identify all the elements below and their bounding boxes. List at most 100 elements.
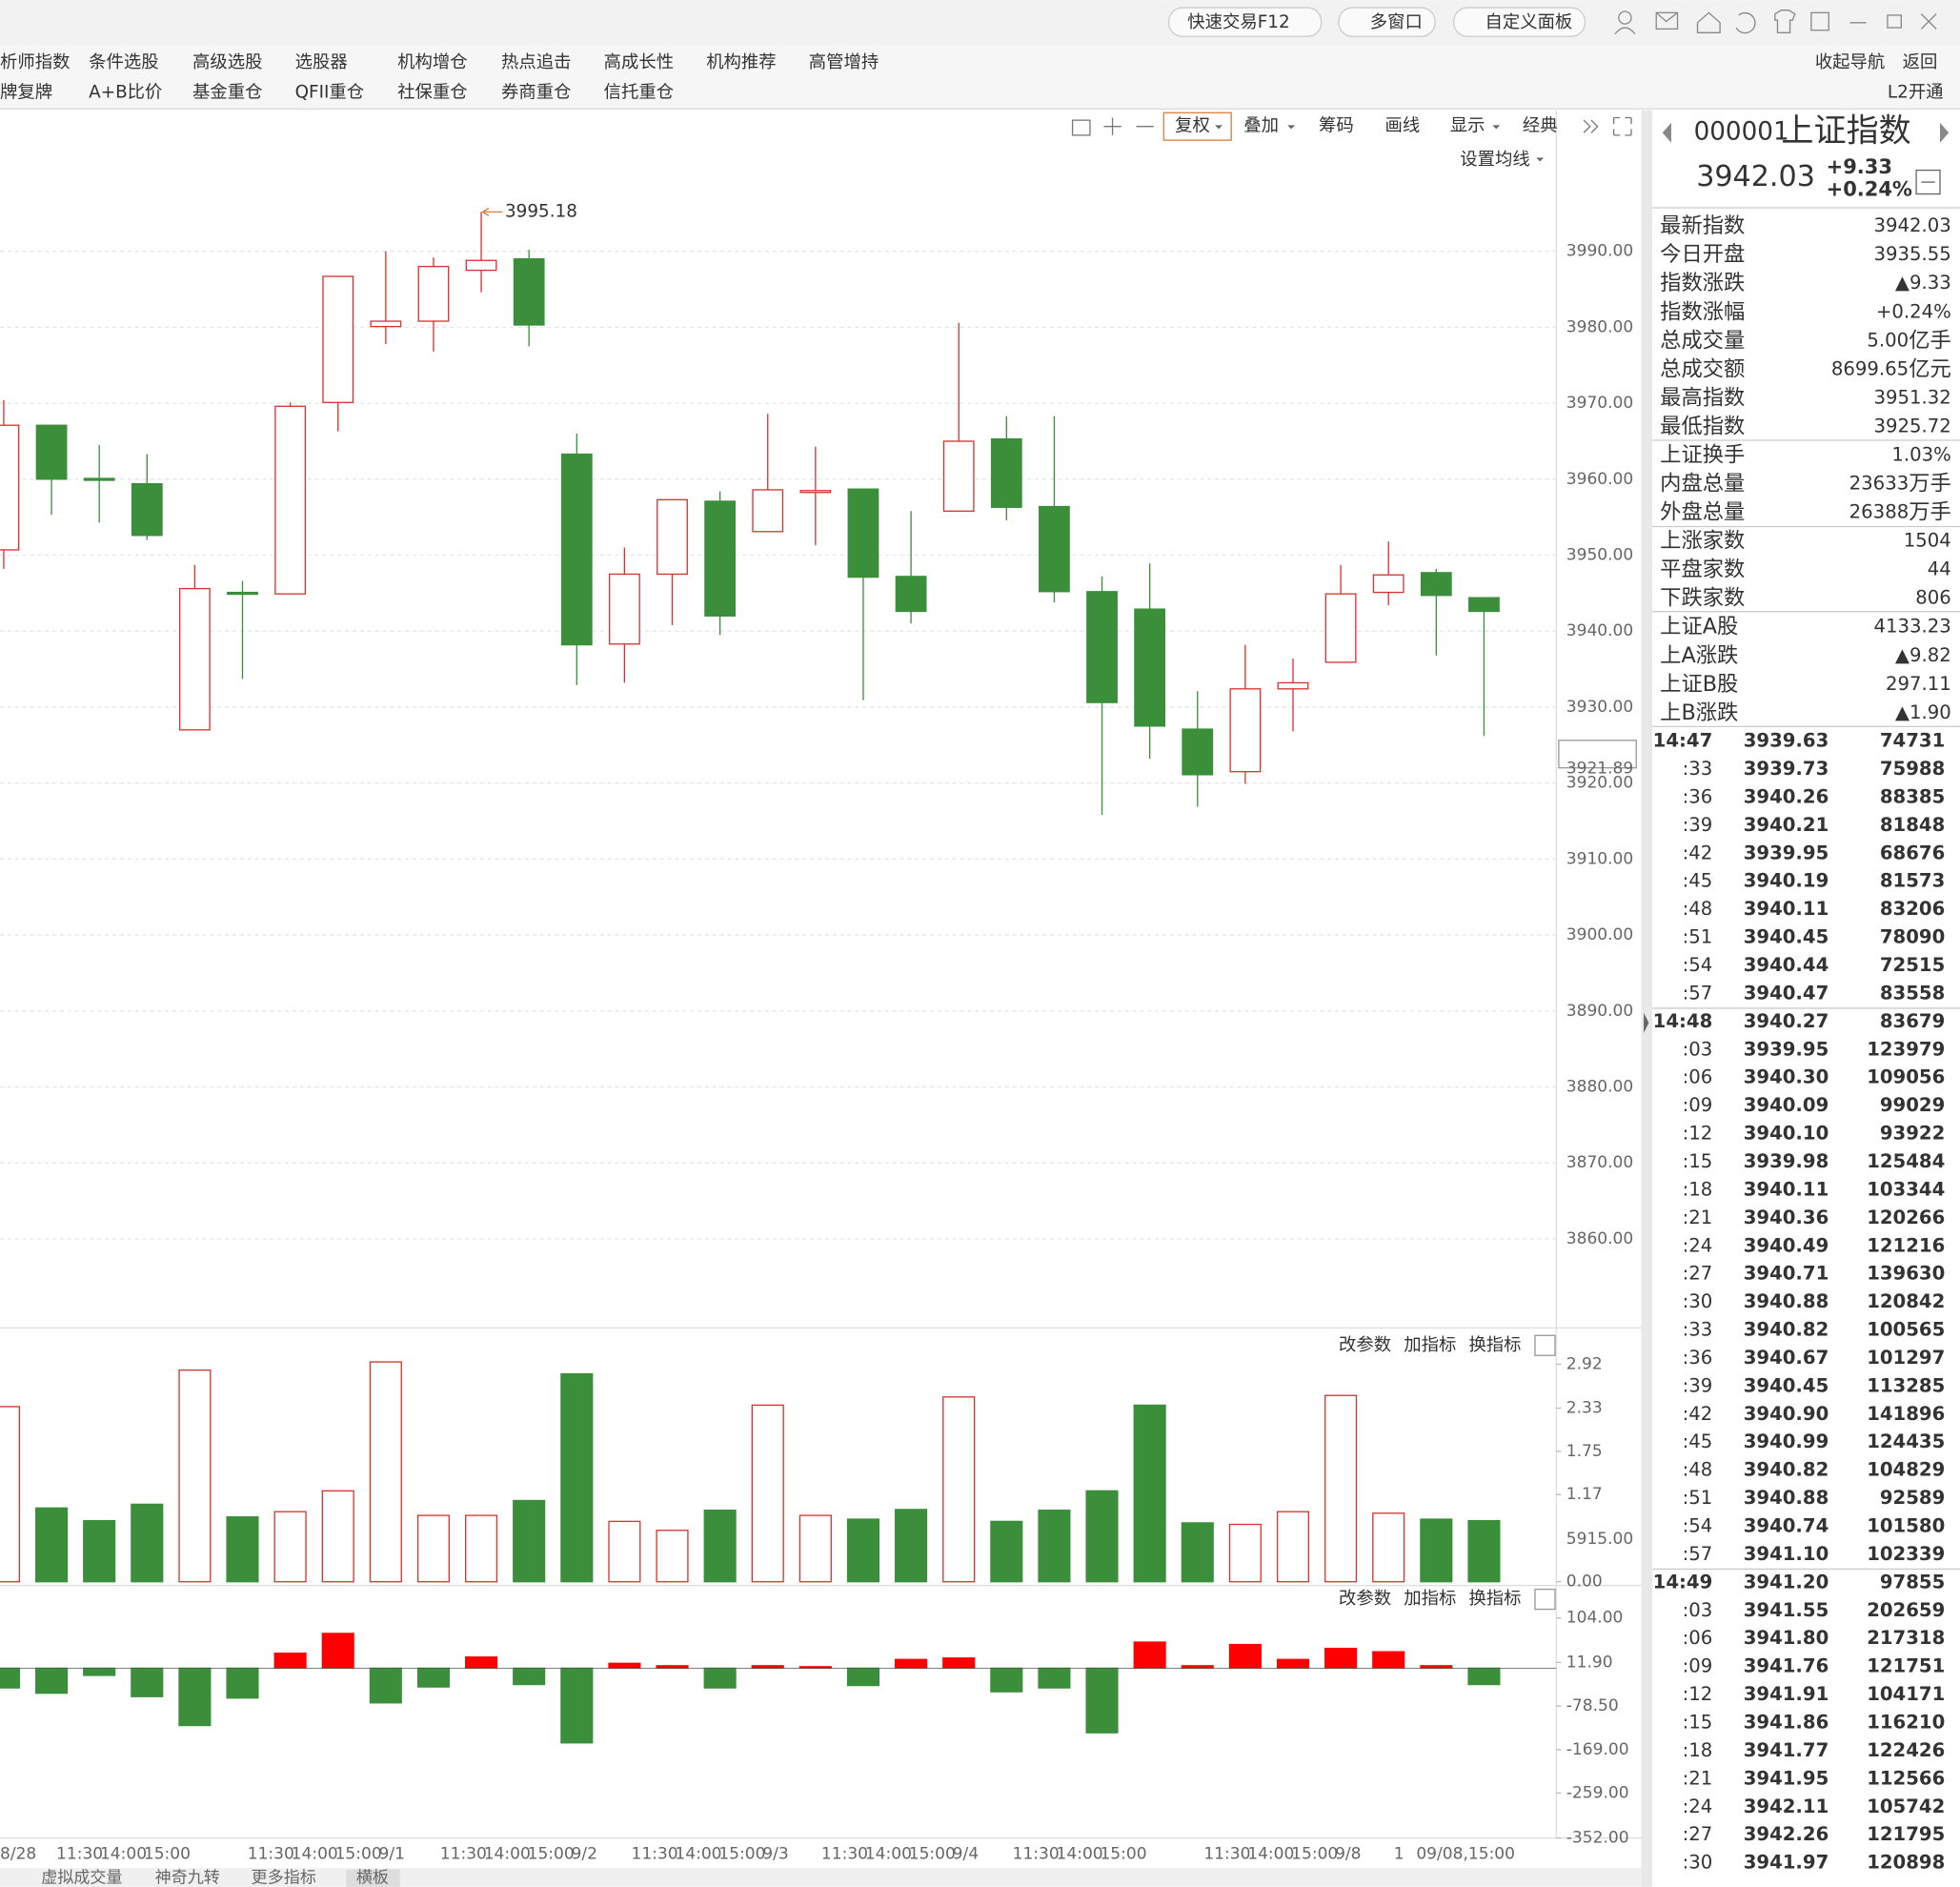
y-tick-label: 0.00 <box>1566 1572 1603 1592</box>
nav-link[interactable]: 机构增仓 <box>397 52 467 72</box>
y-tick-label: -259.00 <box>1566 1783 1629 1802</box>
quote-value: 1.03% <box>1891 443 1950 465</box>
tool-button[interactable]: 画线 <box>1385 116 1421 136</box>
nav-link[interactable]: 高级选股 <box>192 52 262 72</box>
nav-link[interactable]: QFII重仓 <box>295 82 365 102</box>
quote-unit: 万手 <box>1909 472 1951 497</box>
button-frame[interactable] <box>1453 7 1586 37</box>
nav-link[interactable]: 析师指数 <box>0 52 70 72</box>
nav-link[interactable]: 信托重仓 <box>604 82 674 102</box>
nav-link[interactable]: 条件选股 <box>89 52 158 72</box>
x-tick-label: 15:00 <box>528 1845 575 1864</box>
tick-volume: 105742 <box>1867 1796 1945 1817</box>
indicator-tool[interactable]: 改参数 <box>1339 1589 1391 1609</box>
nav-link[interactable]: 收起导航 <box>1815 52 1885 72</box>
indicator-tool[interactable]: 改参数 <box>1339 1335 1391 1355</box>
tool-button[interactable]: 复权 <box>1175 116 1210 136</box>
y-tick-label: 2.92 <box>1566 1354 1603 1373</box>
tool-button[interactable]: 叠加 <box>1243 116 1279 136</box>
nav-link[interactable]: 机构推荐 <box>706 52 776 72</box>
tick-volume: 121795 <box>1867 1823 1945 1845</box>
x-tick-label: 11:30 <box>440 1845 487 1864</box>
candle-body <box>942 440 975 512</box>
quote-value: 26388 <box>1849 501 1909 523</box>
tick-time: :09 <box>1683 1094 1713 1116</box>
bar <box>846 1667 880 1687</box>
tick-price: 3940.11 <box>1744 1178 1829 1200</box>
nav-link[interactable]: 券商重仓 <box>501 82 571 102</box>
tick-time: :36 <box>1683 785 1713 807</box>
button-label[interactable]: 多窗口 <box>1370 12 1423 32</box>
close-box[interactable] <box>1534 1588 1556 1611</box>
indicator-tool[interactable]: 加指标 <box>1404 1335 1456 1355</box>
button-frame[interactable] <box>1167 7 1323 37</box>
indicator-tool[interactable]: 换指标 <box>1468 1589 1521 1609</box>
tick-volume: 72515 <box>1880 954 1945 976</box>
tick-volume: 123979 <box>1867 1038 1945 1060</box>
candle-body <box>895 576 927 613</box>
button-frame[interactable] <box>1338 7 1436 37</box>
nav-link[interactable]: 牌复牌 <box>0 82 52 102</box>
tick-volume: 121751 <box>1867 1655 1945 1677</box>
max-arrow <box>482 207 503 216</box>
nav-link[interactable]: 社保重仓 <box>397 82 467 102</box>
tick-volume: 113285 <box>1867 1374 1945 1396</box>
bottom-tab[interactable]: 虚拟成交量 <box>41 1869 122 1887</box>
tick-price: 3940.90 <box>1744 1403 1829 1425</box>
indicator-tool[interactable]: 加指标 <box>1404 1589 1456 1609</box>
tick-time: :54 <box>1683 1515 1713 1537</box>
candle-body <box>322 275 354 403</box>
tick-volume: 100565 <box>1867 1319 1945 1341</box>
nav-link[interactable]: 高管增持 <box>809 52 879 72</box>
candle-body <box>799 490 832 494</box>
collapse-box[interactable] <box>1915 169 1941 195</box>
ma-setting[interactable]: 设置均线 <box>1460 150 1529 170</box>
nav-link[interactable]: 返回 <box>1903 52 1938 72</box>
tick-time: :57 <box>1683 1543 1713 1565</box>
tick-price: 3940.45 <box>1744 926 1829 948</box>
tick-time: :39 <box>1683 814 1713 836</box>
tick-time: :18 <box>1683 1178 1713 1200</box>
candle-body <box>35 424 68 480</box>
dropdown-arrow <box>1215 125 1223 130</box>
bar <box>513 1667 546 1686</box>
quote-value: 44 <box>1928 558 1951 580</box>
nav-link[interactable]: 高成长性 <box>604 52 674 72</box>
tool-button[interactable]: 显示 <box>1450 116 1485 136</box>
tick-volume: 104171 <box>1867 1683 1945 1705</box>
bar <box>369 1361 402 1583</box>
bar <box>656 1530 689 1583</box>
nav-link[interactable]: 选股器 <box>295 52 348 72</box>
indicator-tool[interactable]: 换指标 <box>1468 1335 1521 1355</box>
button-label[interactable]: 快速交易F12 <box>1187 12 1289 32</box>
nav-link[interactable]: L2开通 <box>1888 82 1944 102</box>
quote-label: 上证换手 <box>1660 442 1745 467</box>
bar <box>703 1509 737 1583</box>
button-label[interactable]: 自定义面板 <box>1485 12 1572 32</box>
bar <box>321 1490 354 1583</box>
bar <box>513 1499 546 1583</box>
active-tab[interactable] <box>346 1869 400 1887</box>
close-box[interactable] <box>1534 1334 1556 1356</box>
quote-label: 上涨家数 <box>1660 529 1745 554</box>
candle-body <box>847 488 879 578</box>
tick-volume: 217318 <box>1867 1627 1945 1649</box>
tick-price: 3941.97 <box>1744 1852 1829 1874</box>
tool-button[interactable]: 筹码 <box>1319 116 1354 136</box>
nav-link[interactable]: A+B比价 <box>89 82 162 102</box>
x-tick-label: 9/3 <box>762 1845 788 1864</box>
splitter[interactable] <box>1641 110 1653 1887</box>
nav-link[interactable]: 基金重仓 <box>192 82 262 102</box>
y-tick-label: 3910.00 <box>1566 849 1633 868</box>
tool-button[interactable]: 经典 <box>1523 116 1558 136</box>
bottom-tab[interactable]: 神奇九转 <box>155 1869 220 1887</box>
tick-price: 3941.80 <box>1744 1627 1829 1649</box>
tick-price: 3942.26 <box>1744 1823 1829 1845</box>
bar <box>798 1514 832 1583</box>
x-tick-label: 15:00 <box>144 1845 191 1864</box>
bottom-tab[interactable]: 更多指标 <box>252 1869 316 1887</box>
bar <box>34 1667 69 1694</box>
bottom-tab[interactable]: 横板 <box>356 1869 389 1887</box>
tick-volume: 78090 <box>1880 926 1945 948</box>
nav-link[interactable]: 热点追击 <box>501 52 571 72</box>
